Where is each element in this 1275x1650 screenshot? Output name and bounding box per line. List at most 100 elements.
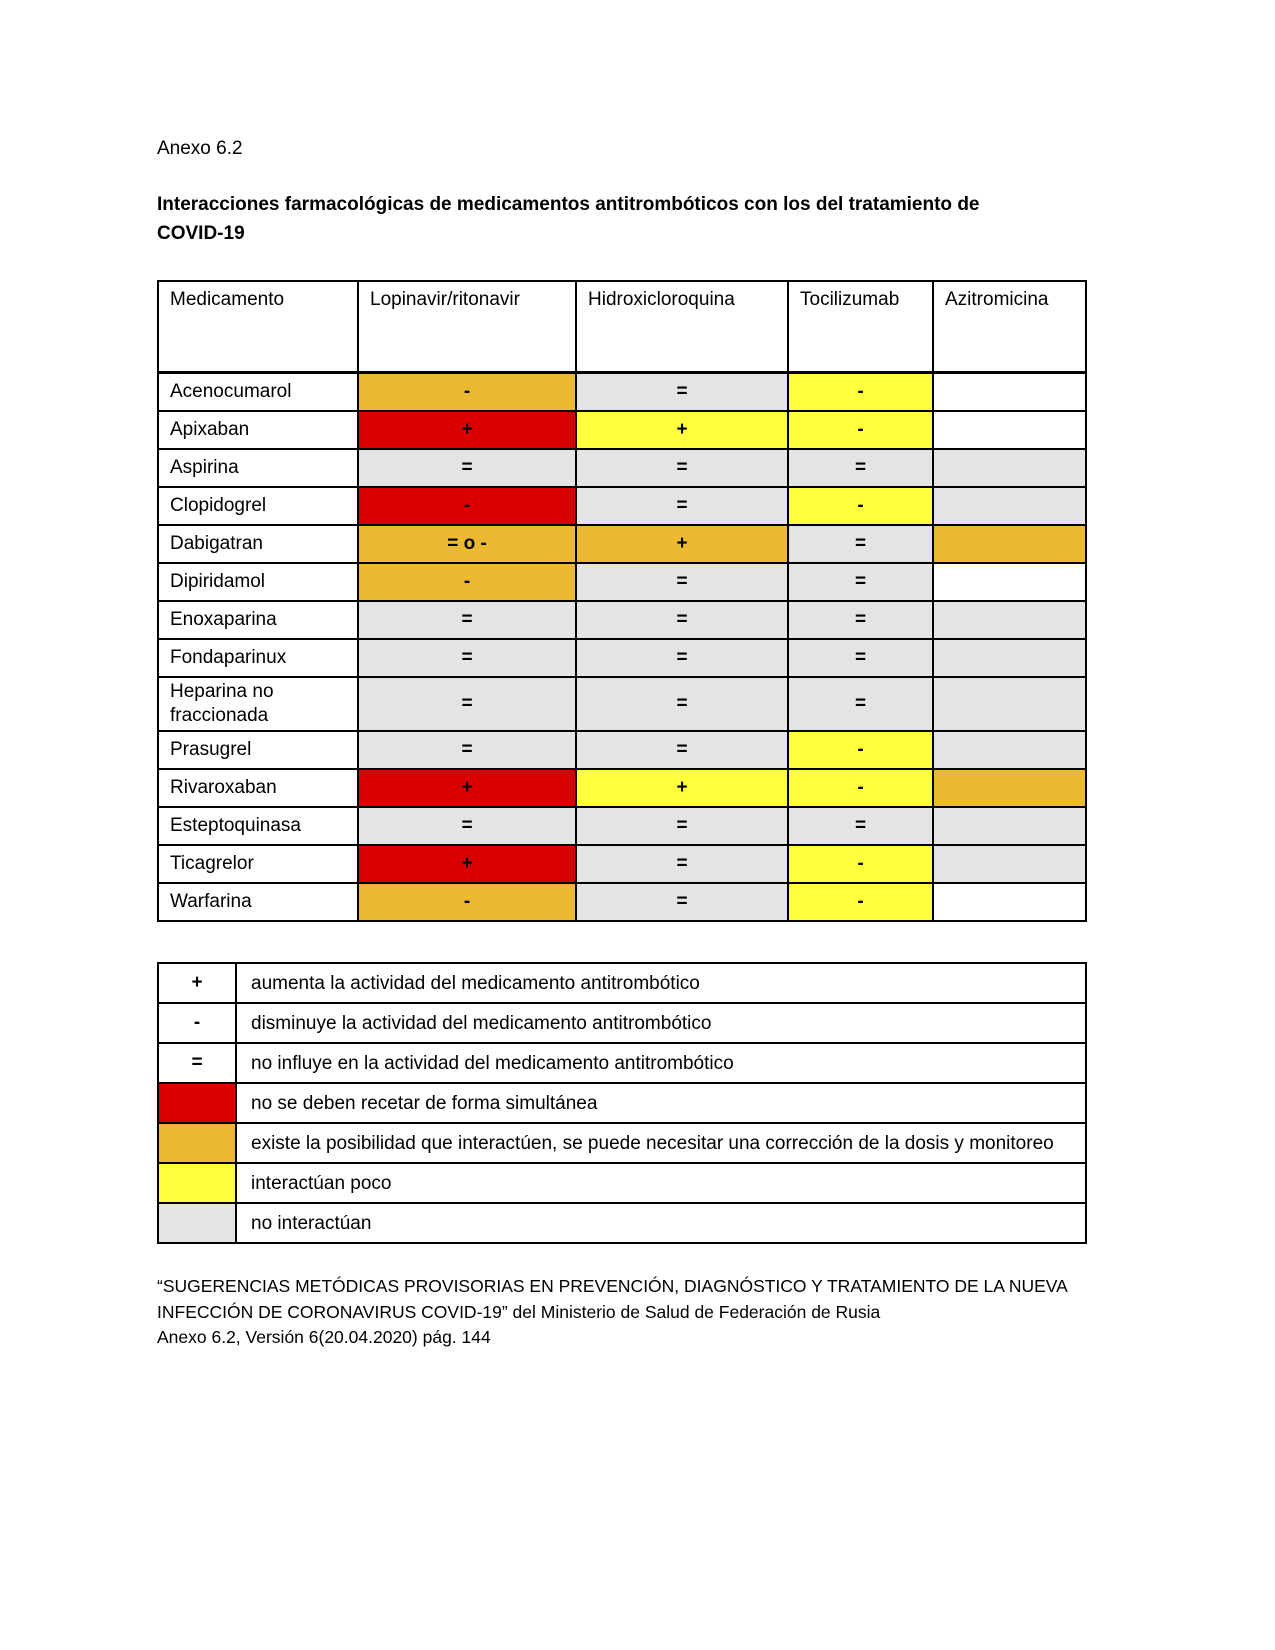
interaction-cell bbox=[932, 410, 1087, 450]
drug-name-cell: Rivaroxaban bbox=[157, 768, 359, 808]
legend-description: interactúan poco bbox=[235, 1162, 1087, 1204]
interaction-cell: - bbox=[787, 730, 934, 770]
interaction-cell: = bbox=[787, 524, 934, 564]
drug-name-cell: Dabigatran bbox=[157, 524, 359, 564]
legend-row: no interactúan bbox=[157, 1202, 1087, 1244]
interaction-cell: + bbox=[575, 524, 789, 564]
interaction-cell: = bbox=[357, 676, 577, 732]
table-row: Apixaban + + - bbox=[157, 410, 1087, 450]
table-row: Aspirina = = = bbox=[157, 448, 1087, 488]
legend-symbol-cell: + bbox=[157, 962, 237, 1004]
interaction-cell: = bbox=[575, 676, 789, 732]
drug-name-cell: Aspirina bbox=[157, 448, 359, 488]
legend-description: disminuye la actividad del medicamento a… bbox=[235, 1002, 1087, 1044]
interaction-cell bbox=[932, 524, 1087, 564]
legend-color-swatch bbox=[157, 1122, 237, 1164]
interaction-cell bbox=[932, 882, 1087, 922]
interaction-cell: = bbox=[575, 844, 789, 884]
header-row: Medicamento Lopinavir/ritonavir Hidroxic… bbox=[157, 280, 1087, 374]
drug-name-cell: Prasugrel bbox=[157, 730, 359, 770]
footer-citation: “SUGERENCIAS METÓDICAS PROVISORIAS EN PR… bbox=[157, 1274, 1068, 1351]
legend-row: no se deben recetar de forma simultánea bbox=[157, 1082, 1087, 1124]
drug-name-cell: Acenocumarol bbox=[157, 371, 359, 412]
legend-table-body: + aumenta la actividad del medicamento an… bbox=[157, 962, 1087, 1244]
interaction-cell: - bbox=[357, 371, 577, 412]
footer-line: Anexo 6.2, Versión 6(20.04.2020) pág. 14… bbox=[157, 1327, 491, 1347]
legend-row: interactúan poco bbox=[157, 1162, 1087, 1204]
interaction-cell: = bbox=[575, 882, 789, 922]
interaction-cell: = bbox=[787, 806, 934, 846]
interaction-cell bbox=[932, 448, 1087, 488]
interaction-cell: - bbox=[787, 844, 934, 884]
interaction-cell bbox=[932, 844, 1087, 884]
drug-name-cell: Warfarina bbox=[157, 882, 359, 922]
column-header-hidroxicloroquina: Hidroxicloroquina bbox=[575, 280, 789, 374]
annex-label: Anexo 6.2 bbox=[157, 138, 243, 159]
interaction-cell: + bbox=[357, 844, 577, 884]
interaction-cell: = bbox=[787, 676, 934, 732]
table-row: Heparina no fraccionada = = = bbox=[157, 676, 1087, 732]
column-header-medicamento: Medicamento bbox=[157, 280, 359, 374]
interaction-cell: - bbox=[787, 882, 934, 922]
legend-row: + aumenta la actividad del medicamento an… bbox=[157, 962, 1087, 1004]
drug-name-cell: Enoxaparina bbox=[157, 600, 359, 640]
interaction-cell bbox=[932, 768, 1087, 808]
interaction-table-header: Medicamento Lopinavir/ritonavir Hidroxic… bbox=[157, 280, 1087, 374]
interaction-cell: = bbox=[787, 638, 934, 678]
table-row: Acenocumarol - = - bbox=[157, 371, 1087, 412]
table-row: Warfarina - = - bbox=[157, 882, 1087, 922]
drug-name-cell: Dipiridamol bbox=[157, 562, 359, 602]
interaction-table-body: Acenocumarol - = - Apixaban + + - Aspirina = = = Clo… bbox=[157, 371, 1087, 922]
table-row: Dabigatran = o - + = bbox=[157, 524, 1087, 564]
interaction-cell: = o - bbox=[357, 524, 577, 564]
interaction-cell: = bbox=[357, 638, 577, 678]
drug-name-cell: Apixaban bbox=[157, 410, 359, 450]
interaction-cell: = bbox=[357, 730, 577, 770]
interaction-cell: = bbox=[575, 600, 789, 640]
interaction-table: Medicamento Lopinavir/ritonavir Hidroxic… bbox=[157, 280, 1087, 922]
column-header-lopinavir-ritonavir: Lopinavir/ritonavir bbox=[357, 280, 577, 374]
interaction-cell bbox=[932, 676, 1087, 732]
interaction-cell: + bbox=[575, 768, 789, 808]
table-row: Esteptoquinasa = = = bbox=[157, 806, 1087, 846]
interaction-cell: - bbox=[787, 768, 934, 808]
drug-name-cell: Heparina no fraccionada bbox=[157, 676, 359, 732]
interaction-cell: - bbox=[357, 486, 577, 526]
interaction-cell: = bbox=[787, 562, 934, 602]
legend-symbol-cell: - bbox=[157, 1002, 237, 1044]
interaction-cell: = bbox=[575, 806, 789, 846]
footer-line: INFECCIÓN DE CORONAVIRUS COVID-19” del M… bbox=[157, 1301, 881, 1322]
table-row: Prasugrel = = - bbox=[157, 730, 1087, 770]
interaction-cell bbox=[932, 730, 1087, 770]
legend-color-swatch bbox=[157, 1202, 237, 1244]
interaction-cell: - bbox=[787, 410, 934, 450]
legend-description: no se deben recetar de forma simultánea bbox=[235, 1082, 1087, 1124]
interaction-cell: = bbox=[357, 806, 577, 846]
interaction-cell: = bbox=[575, 730, 789, 770]
drug-name-cell: Esteptoquinasa bbox=[157, 806, 359, 846]
interaction-cell: = bbox=[575, 448, 789, 488]
drug-name-cell: Clopidogrel bbox=[157, 486, 359, 526]
interaction-cell: = bbox=[787, 448, 934, 488]
interaction-cell: + bbox=[575, 410, 789, 450]
interaction-cell: - bbox=[787, 486, 934, 526]
legend-description: no interactúan bbox=[235, 1202, 1087, 1244]
interaction-cell: = bbox=[575, 371, 789, 412]
legend-description: aumenta la actividad del medicamento ant… bbox=[235, 962, 1087, 1004]
drug-name-cell: Ticagrelor bbox=[157, 844, 359, 884]
legend-row: existe la posibilidad que interactúen, s… bbox=[157, 1122, 1087, 1164]
legend-color-swatch bbox=[157, 1082, 237, 1124]
interaction-cell bbox=[932, 806, 1087, 846]
legend-color-swatch bbox=[157, 1162, 237, 1204]
table-row: Enoxaparina = = = bbox=[157, 600, 1087, 640]
legend-row: - disminuye la actividad del medicamento … bbox=[157, 1002, 1087, 1044]
interaction-cell bbox=[932, 638, 1087, 678]
interaction-cell: + bbox=[357, 410, 577, 450]
page-content: Anexo 6.2 Interacciones farmacológicas d… bbox=[157, 138, 1087, 1351]
legend-symbol-cell: = bbox=[157, 1042, 237, 1084]
column-header-tocilizumab: Tocilizumab bbox=[787, 280, 934, 374]
table-row: Rivaroxaban + + - bbox=[157, 768, 1087, 808]
interaction-cell: = bbox=[575, 486, 789, 526]
interaction-cell: - bbox=[357, 562, 577, 602]
